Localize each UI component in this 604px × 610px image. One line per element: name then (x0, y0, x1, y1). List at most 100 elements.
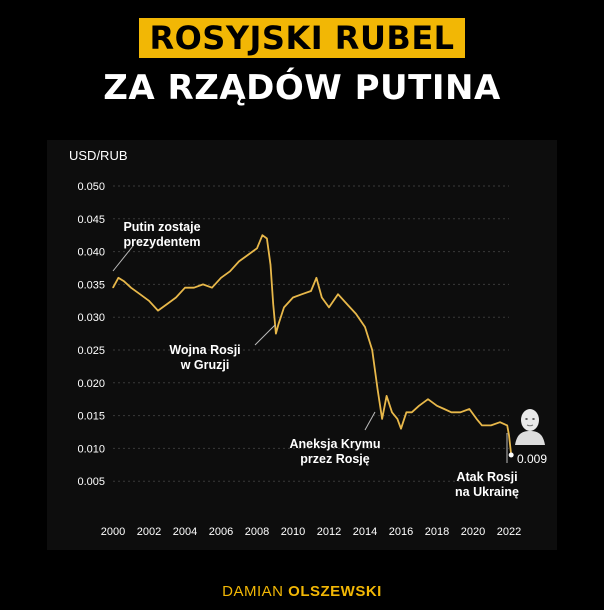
data-point (117, 277, 119, 279)
y-tick-label: 0.040 (77, 247, 105, 259)
x-tick-label: 2008 (245, 526, 269, 538)
data-point (459, 411, 461, 413)
data-point (405, 411, 407, 413)
data-point (443, 408, 445, 410)
data-point (157, 310, 159, 312)
data-point (202, 283, 204, 285)
data-point (266, 237, 268, 240)
x-tick-labels: 2000 2002 2004 2006 2008 2010 2012 2014 2016 2018… (101, 526, 521, 538)
y-tick-labels: 0.050 0.045 0.040 0.035 0.030 0.025 0.020 0.015… (77, 181, 105, 488)
x-tick-label: 2002 (137, 526, 161, 538)
title-line-1: ROSYJSKI RUBEL (139, 18, 465, 58)
data-point (256, 247, 258, 249)
data-point (337, 293, 339, 295)
data-point (278, 323, 280, 325)
x-tick-label: 2014 (353, 526, 377, 538)
data-point (275, 333, 277, 335)
y-tick-label: 0.050 (77, 181, 105, 193)
data-point (386, 395, 388, 397)
data-point (261, 234, 263, 236)
series-line (112, 234, 513, 456)
data-point (220, 277, 222, 279)
y-tick-label: 0.020 (77, 378, 105, 390)
x-tick-label: 2010 (281, 526, 305, 538)
y-axis-label: USD/RUB (69, 148, 128, 163)
x-tick-label: 2016 (389, 526, 413, 538)
data-point (400, 428, 402, 430)
annotation-pointer (112, 245, 134, 272)
data-point (148, 300, 150, 302)
x-tick-label: 2006 (209, 526, 233, 538)
chart-svg: 0.050 0.045 0.040 0.035 0.030 0.025 0.020 0.015… (69, 148, 547, 538)
data-point (269, 264, 272, 266)
y-tick-label: 0.015 (77, 411, 105, 423)
data-point (247, 254, 249, 256)
data-point (238, 260, 240, 263)
data-point (436, 405, 438, 407)
y-tick-label: 0.025 (77, 345, 105, 357)
end-value-label: 0.009 (517, 452, 547, 466)
annotation-label-line1: Putin zostaje (123, 220, 200, 234)
data-point (468, 408, 470, 410)
data-point (193, 287, 195, 289)
x-tick-label: 2000 (101, 526, 125, 538)
x-tick-label: 2020 (461, 526, 485, 538)
data-point (481, 424, 483, 427)
annotation-label-line1: Wojna Rosji (169, 343, 240, 357)
data-point (211, 287, 213, 289)
data-point (283, 306, 285, 308)
annotation-label-line1: Atak Rosji (456, 470, 517, 484)
data-point (396, 418, 398, 420)
data-point (123, 280, 125, 282)
data-point (371, 349, 373, 351)
annotation-label-line2: na Ukrainę (455, 485, 519, 499)
x-tick-label: 2012 (317, 526, 341, 538)
y-tick-label: 0.005 (77, 476, 105, 488)
annotation-label-line2: w Gruzji (180, 358, 230, 372)
data-point (229, 270, 231, 272)
x-tick-label: 2022 (497, 526, 521, 538)
data-point (418, 405, 420, 407)
y-tick-label: 0.030 (77, 312, 105, 324)
annotation-label-line2: przez Rosję (300, 452, 370, 466)
data-point (508, 434, 510, 436)
data-point (450, 411, 452, 413)
data-point (292, 296, 294, 299)
data-point (499, 421, 501, 423)
title-line-2: ZA RZĄDÓW PUTINA (103, 68, 501, 108)
data-point (476, 418, 478, 420)
data-point (427, 398, 429, 400)
data-point (381, 418, 383, 420)
data-point (346, 303, 348, 305)
data-point (139, 293, 141, 295)
series-line-layer (112, 234, 514, 458)
data-point (328, 306, 330, 308)
data-point (130, 287, 132, 289)
data-point (175, 296, 177, 299)
x-tick-label: 2018 (425, 526, 449, 538)
data-point (355, 313, 357, 315)
x-tick-label: 2004 (173, 526, 197, 538)
annotation-label-line1: Aneksja Krymu (289, 437, 380, 451)
end-value-marker (508, 452, 514, 458)
y-tick-label: 0.035 (77, 279, 105, 291)
grid-layer (113, 185, 509, 482)
data-point (301, 293, 303, 295)
annotation-label-line2: prezydentem (123, 235, 200, 249)
annotation-pointer (364, 411, 376, 431)
author-first-name: DAMIAN (222, 583, 284, 600)
data-point (315, 277, 317, 279)
portrait-icon (515, 409, 545, 445)
data-point (391, 411, 393, 413)
data-point (184, 287, 186, 289)
y-tick-label: 0.045 (77, 214, 105, 226)
data-point (166, 303, 168, 305)
data-point (377, 388, 379, 390)
data-point (364, 326, 366, 328)
data-point (321, 296, 323, 299)
data-point (490, 424, 492, 427)
data-point (506, 424, 508, 427)
footer-credit: DAMIAN OLSZEWSKI (0, 583, 604, 600)
y-tick-label: 0.010 (77, 443, 105, 455)
